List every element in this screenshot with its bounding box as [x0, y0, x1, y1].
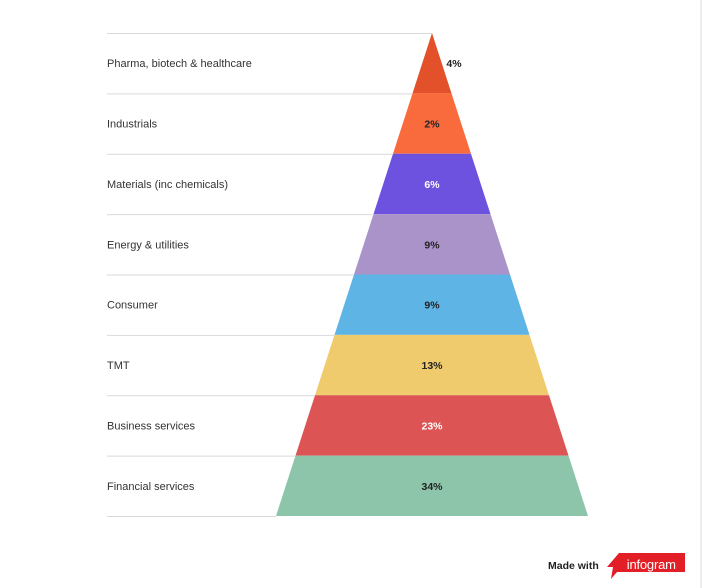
category-label-5: Consumer	[107, 300, 158, 312]
value-label-1: 4%	[446, 58, 462, 70]
made-with-text: Made with	[548, 560, 599, 572]
infogram-logo[interactable]: infogram	[606, 553, 685, 579]
value-label-2: 2%	[424, 119, 440, 131]
pyramid-band-6	[315, 334, 549, 396]
pyramid-band-5	[334, 274, 530, 335]
pyramid-band-2	[393, 93, 471, 154]
category-label-6: TMT	[107, 360, 130, 372]
pyramid-band-1	[412, 33, 452, 94]
made-with-infogram-badge[interactable]: Made with infogram	[548, 553, 685, 579]
value-label-3: 6%	[424, 179, 440, 191]
value-label-5: 9%	[424, 300, 440, 312]
value-label-4: 9%	[424, 239, 440, 251]
pyramid-band-3	[373, 153, 491, 215]
infogram-logo-text: infogram	[626, 557, 676, 572]
category-label-2: Industrials	[107, 119, 158, 131]
right-edge-border	[700, 0, 702, 588]
pyramid-band-8	[276, 455, 588, 516]
category-label-7: Business services	[107, 420, 196, 432]
pyramid-band-7	[295, 395, 569, 456]
category-label-3: Materials (inc chemicals)	[107, 179, 228, 191]
category-label-4: Energy & utilities	[107, 239, 189, 251]
category-label-1: Pharma, biotech & healthcare	[107, 58, 252, 70]
value-label-7: 23%	[421, 420, 443, 432]
pyramid-band-4	[354, 214, 510, 275]
category-label-8: Financial services	[107, 481, 195, 493]
infogram-logo-flag-icon	[606, 553, 685, 579]
value-label-8: 34%	[421, 481, 443, 493]
value-label-6: 13%	[421, 360, 443, 372]
